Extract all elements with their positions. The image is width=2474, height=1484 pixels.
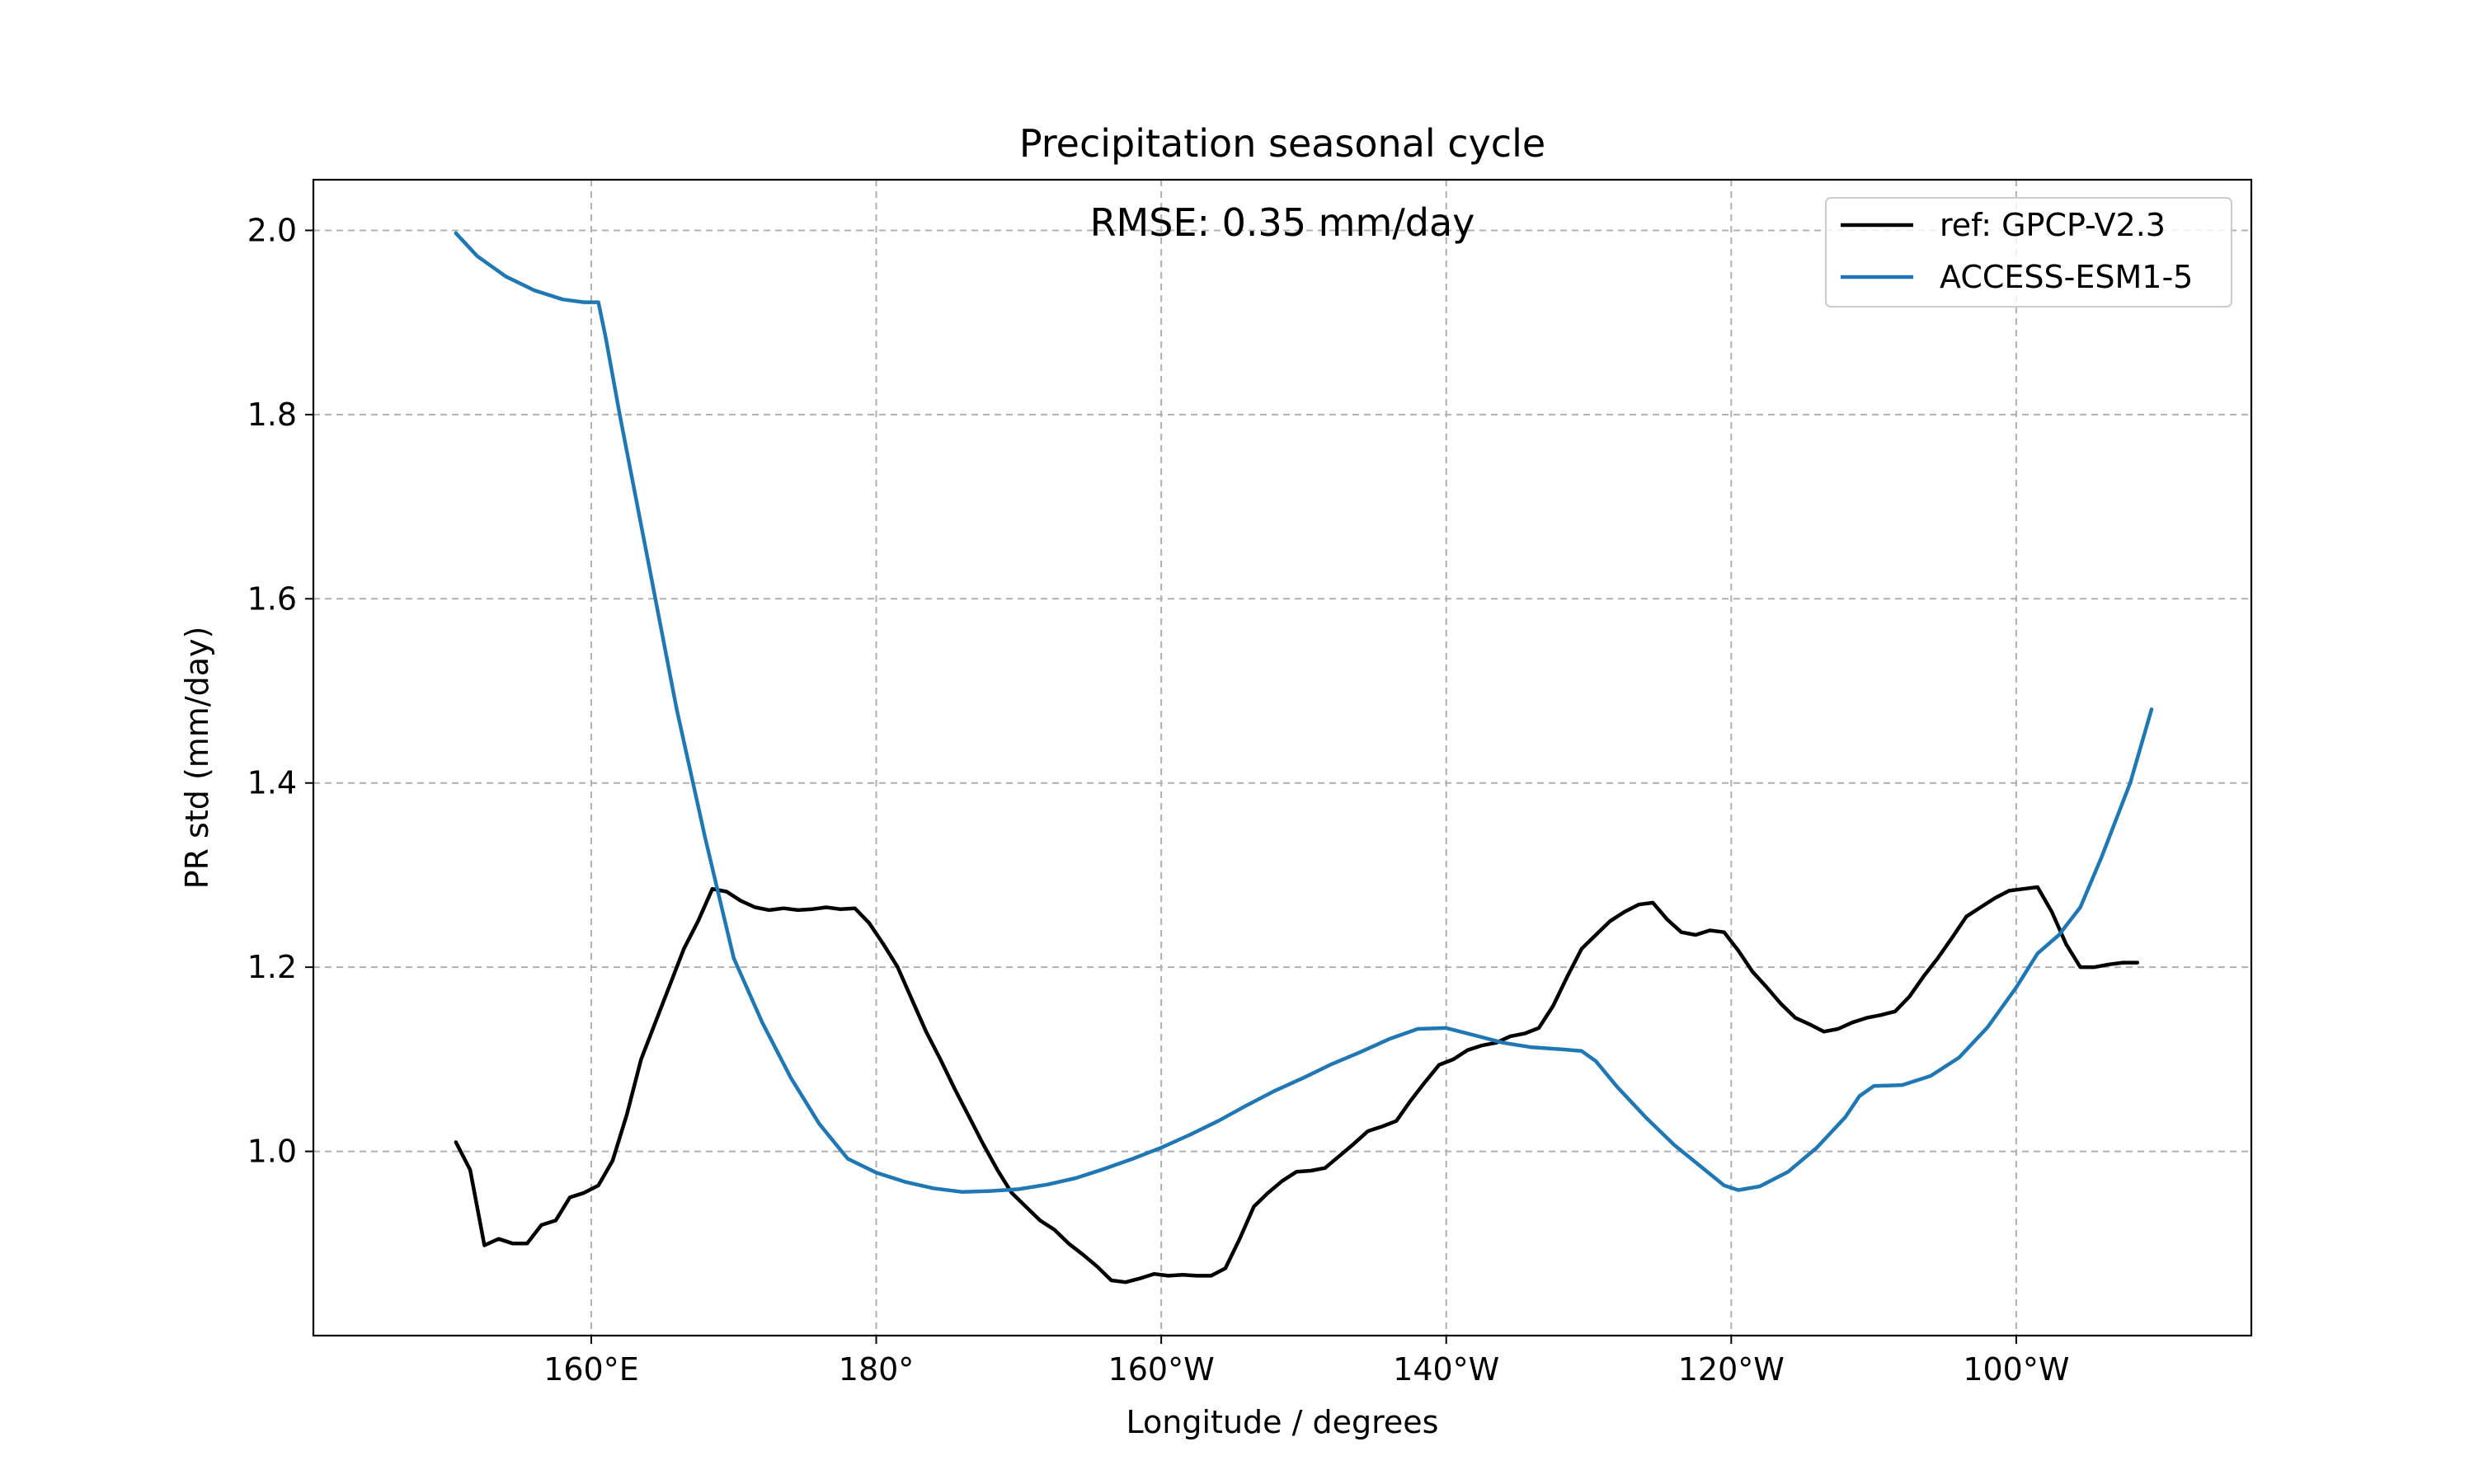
legend-box (1825, 197, 2232, 308)
x-tick-label: 100°W (1963, 1351, 2069, 1388)
y-axis-ticks: 1.0 1.2 1.4 1.6 1.8 2.0 (247, 212, 313, 1170)
chart-title: Precipitation seasonal cycle (1019, 121, 1545, 166)
legend-label-ref-gpcp: ref: GPCP-V2.3 (1940, 207, 2166, 243)
x-tick-label: 120°W (1678, 1351, 1785, 1388)
x-tick-label: 180° (839, 1351, 915, 1388)
y-tick-label: 1.4 (247, 765, 297, 801)
rmse-annotation: RMSE: 0.35 mm/day (1090, 200, 1475, 245)
legend-label-access-esm1-5: ACCESS-ESM1-5 (1940, 259, 2193, 295)
series-line-ref-gpcp (454, 885, 2140, 1284)
y-tick-label: 2.0 (247, 212, 297, 248)
legend: ref: GPCP-V2.3 ACCESS-ESM1-5 (1825, 197, 2232, 308)
y-tick-label: 1.2 (247, 949, 297, 985)
x-axis-label: Longitude / degrees (1126, 1404, 1439, 1440)
x-axis-ticks: 160°E 180° 160°W 140°W 120°W 100°W (543, 1336, 2069, 1388)
x-tick-label: 140°W (1393, 1351, 1499, 1388)
x-tick-label: 160°W (1108, 1351, 1215, 1388)
y-axis-label: PR std (mm/day) (179, 627, 215, 890)
plot-area-frame (312, 178, 2253, 1337)
series-line-access-esm1-5 (454, 231, 2154, 1194)
y-tick-label: 1.8 (247, 397, 297, 433)
series-lines (454, 231, 2154, 1284)
y-tick-label: 1.6 (247, 580, 297, 617)
grid (313, 180, 2251, 1336)
x-tick-label: 160°E (543, 1351, 639, 1388)
y-tick-label: 1.0 (247, 1134, 297, 1170)
